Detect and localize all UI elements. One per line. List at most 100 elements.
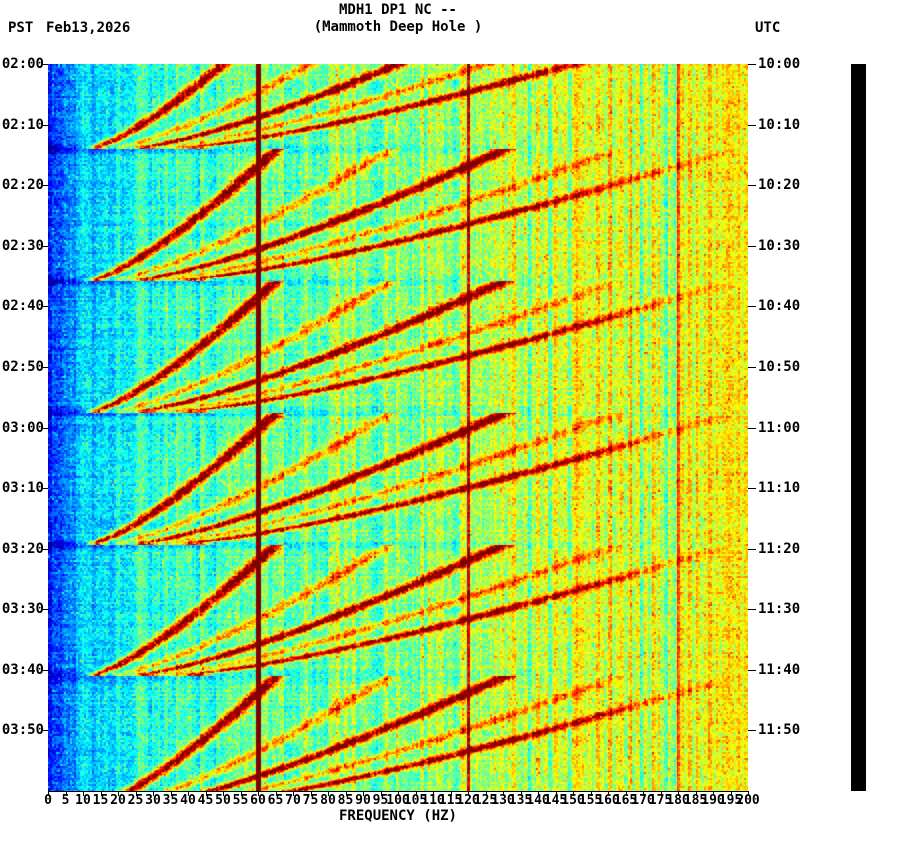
- left-time-label: 03:20: [1, 540, 44, 557]
- left-time-tick: [43, 548, 48, 550]
- x-axis-tick: [503, 791, 504, 796]
- x-tick-label: 195: [718, 793, 743, 808]
- title-block: MDH1 DP1 NC -- (Mammoth Deep Hole ): [48, 2, 748, 36]
- left-time-tick: [43, 185, 48, 187]
- x-tick-label: 0: [44, 793, 52, 808]
- x-tick-label: 60: [250, 793, 266, 808]
- right-time-label: 10:30: [758, 237, 801, 254]
- x-axis-tick: [205, 791, 207, 796]
- x-tick-label: 80: [320, 793, 336, 808]
- x-axis-tick: [118, 791, 119, 796]
- x-axis-tick: [555, 791, 557, 796]
- right-time-tick: [748, 185, 756, 187]
- right-time-tick: [748, 124, 756, 126]
- left-time-label: 03:10: [1, 480, 44, 497]
- x-tick-label: 105: [403, 793, 428, 808]
- x-axis-tick: [608, 791, 609, 796]
- x-tick-label: 170: [631, 793, 655, 808]
- right-time-label: 11:00: [758, 419, 801, 436]
- x-tick-label: 120: [456, 793, 480, 808]
- left-time-tick: [43, 609, 48, 611]
- x-tick-label: 55: [232, 793, 249, 808]
- x-tick-label: 95: [372, 793, 389, 808]
- x-tick-label: 185: [683, 793, 708, 808]
- right-time-label: 10:20: [758, 177, 801, 194]
- x-tick-label: 35: [162, 793, 179, 808]
- x-tick-label: 110: [421, 793, 445, 808]
- x-axis-tick: [293, 791, 294, 796]
- x-tick-label: 150: [561, 793, 585, 808]
- left-time-tick: [43, 245, 48, 247]
- x-axis-tick: [380, 791, 382, 796]
- x-axis-tick: [573, 791, 574, 796]
- station-title: MDH1 DP1 NC --: [338, 2, 457, 18]
- left-time-label: 03:00: [1, 419, 44, 436]
- x-tick-label: 65: [267, 793, 284, 808]
- x-tick-label: 130: [491, 793, 515, 808]
- right-time-tick: [748, 609, 756, 611]
- x-axis-tick: [538, 791, 539, 796]
- x-axis-tick: [83, 791, 84, 796]
- right-time-label: 11:30: [758, 601, 801, 618]
- right-time-label: 11:20: [758, 540, 801, 557]
- x-tick-label: 160: [596, 793, 620, 808]
- right-time-label: 11:40: [758, 661, 801, 678]
- x-axis-tick: [328, 791, 329, 796]
- left-time-label: 02:00: [1, 56, 44, 72]
- x-tick-label: 20: [110, 793, 126, 808]
- x-axis-tick: [625, 791, 627, 796]
- right-time-tick: [748, 488, 756, 490]
- x-axis-tick: [153, 791, 154, 796]
- spectrogram-plot: [48, 64, 748, 791]
- x-tick-label: 70: [285, 793, 301, 808]
- x-tick-label: 30: [145, 793, 161, 808]
- x-axis-tick: [398, 791, 399, 796]
- x-axis-tick: [48, 791, 49, 796]
- left-time-label: 03:50: [1, 722, 44, 739]
- x-axis-tick: [485, 791, 487, 796]
- x-axis-tick: [678, 791, 679, 796]
- x-tick-label: 25: [127, 793, 144, 808]
- right-time-label: 10:50: [758, 358, 801, 375]
- x-axis-tick: [275, 791, 277, 796]
- right-time-label: 11:10: [758, 480, 801, 497]
- x-tick-label: 5: [61, 793, 70, 808]
- left-time-tick: [43, 306, 48, 308]
- x-axis-tick: [415, 791, 417, 796]
- x-axis-tick: [730, 791, 732, 796]
- x-axis-tick: [713, 791, 714, 796]
- x-tick-label: 190: [701, 793, 725, 808]
- right-time-label: 10:00: [758, 56, 801, 72]
- right-time-tick: [748, 306, 756, 308]
- x-tick-label: 100: [386, 793, 410, 808]
- x-axis-tick: [748, 791, 749, 796]
- x-axis-tick: [170, 791, 172, 796]
- x-axis-tick: [643, 791, 644, 796]
- x-axis-tick: [433, 791, 434, 796]
- left-time-label: 02:30: [1, 237, 44, 254]
- x-axis-tick: [310, 791, 312, 796]
- x-axis-tick: [468, 791, 469, 796]
- left-time-label: 02:40: [1, 298, 44, 315]
- x-tick-label: 135: [508, 793, 533, 808]
- x-tick-label: 10: [75, 793, 91, 808]
- timezone-right-label: UTC: [755, 20, 781, 36]
- timezone-left-label: PST: [8, 20, 34, 36]
- right-time-label: 10:40: [758, 298, 801, 315]
- right-time-tick: [748, 548, 756, 550]
- x-axis-tick: [345, 791, 347, 796]
- x-axis-tick: [450, 791, 452, 796]
- x-tick-label: 15: [92, 793, 109, 808]
- x-tick-label: 85: [337, 793, 354, 808]
- x-axis-tick: [135, 791, 137, 796]
- x-tick-label: 175: [648, 793, 673, 808]
- x-axis-tick: [258, 791, 259, 796]
- left-time-tick: [43, 366, 48, 368]
- left-time-label: 02:50: [1, 358, 44, 375]
- x-tick-label: 140: [526, 793, 550, 808]
- x-tick-label: 145: [543, 793, 568, 808]
- date-label: Feb13,2026: [46, 20, 131, 36]
- left-time-label: 02:10: [1, 116, 44, 133]
- x-axis-tick: [660, 791, 662, 796]
